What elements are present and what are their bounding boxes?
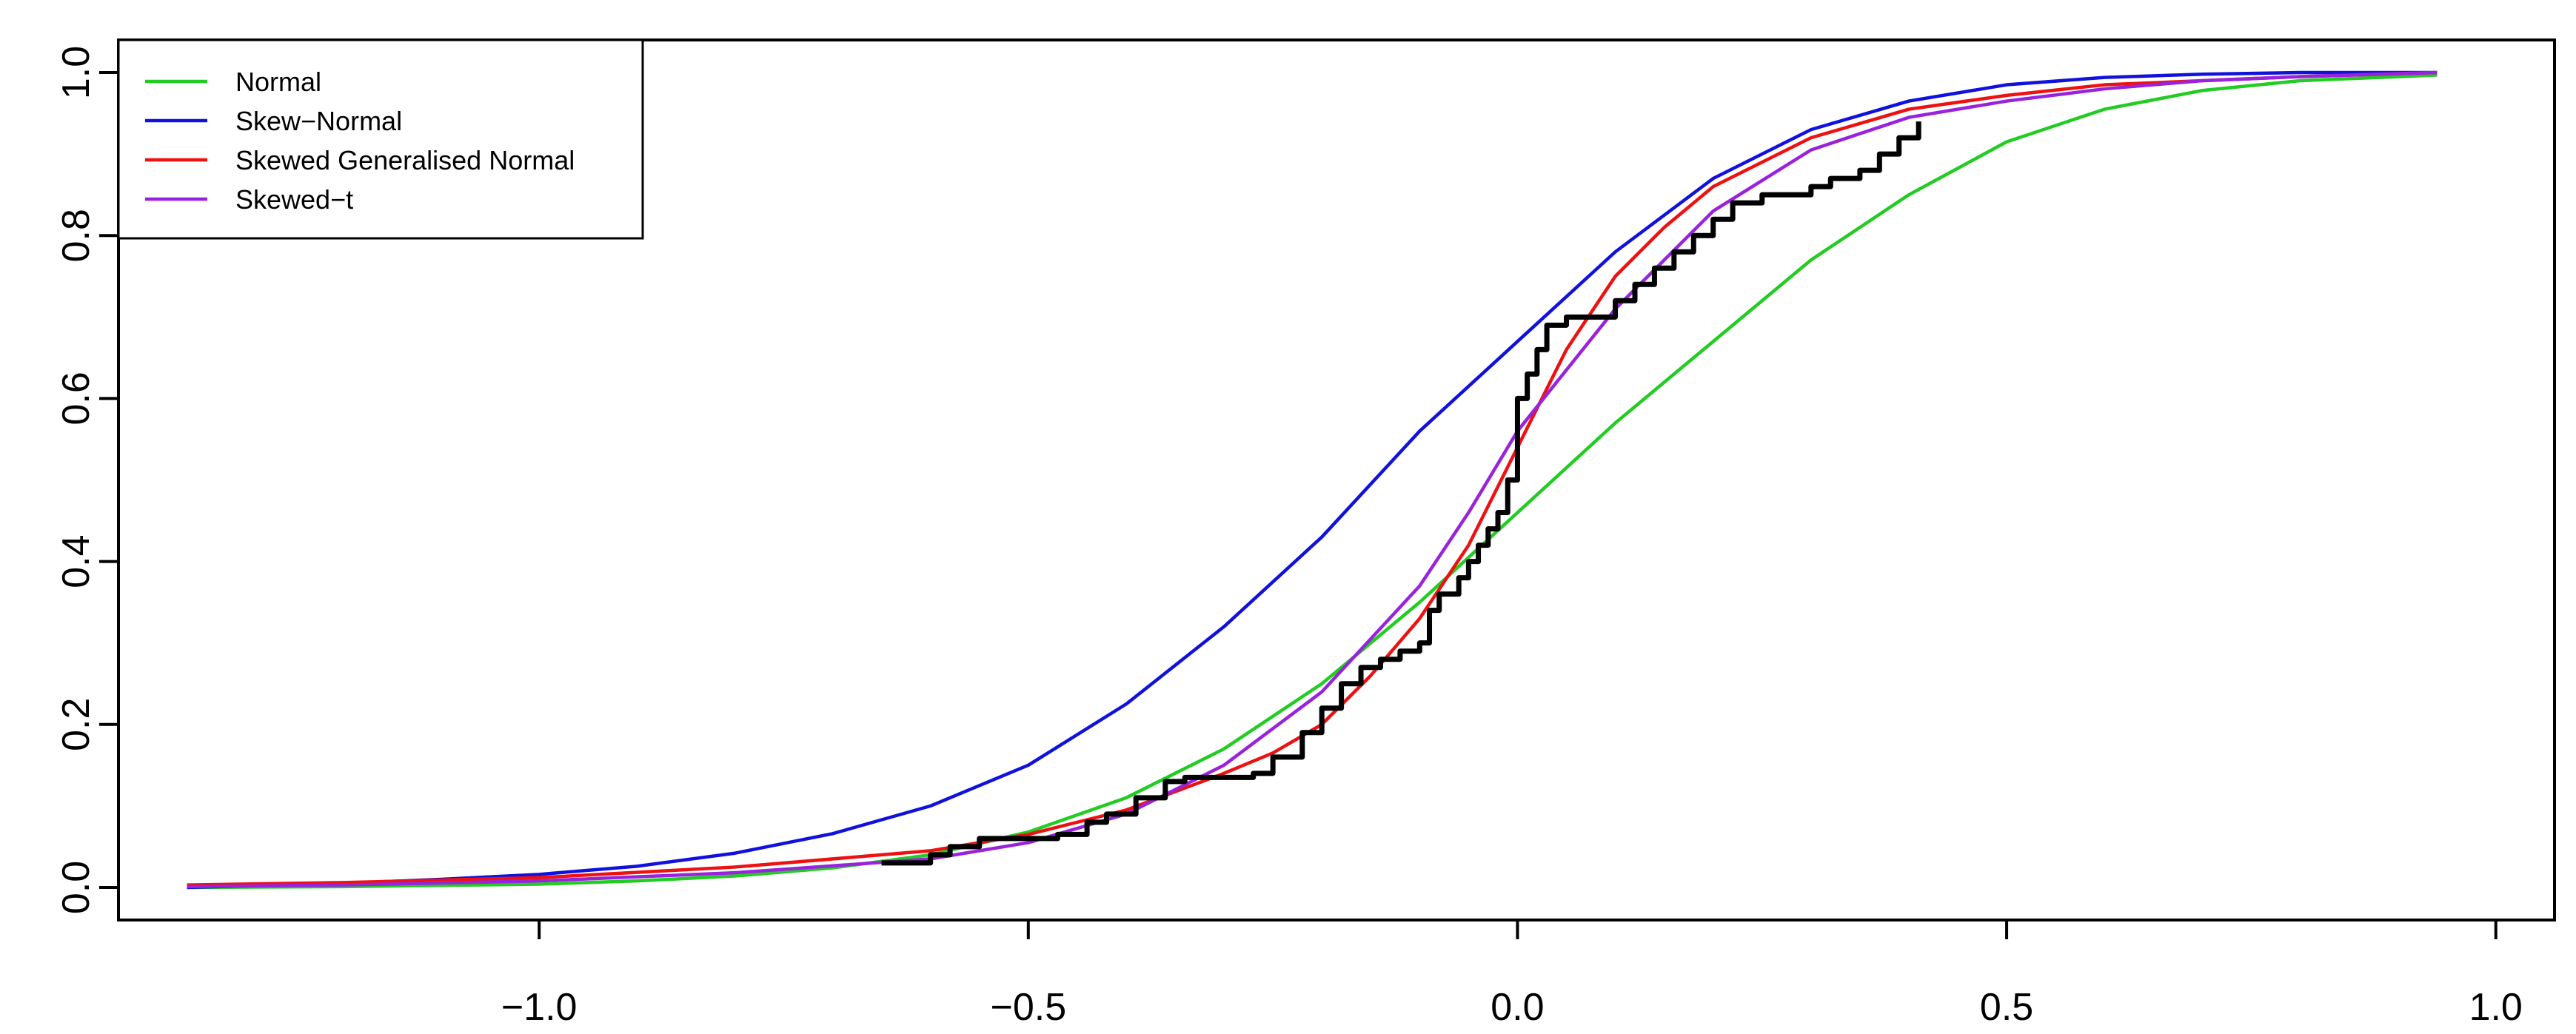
- y-tick-label: 0.4: [55, 534, 98, 588]
- legend-label-skewed-t: Skewed−t: [235, 184, 353, 215]
- y-tick-label: 1.0: [55, 46, 98, 99]
- series-line-empirical-step: [881, 121, 1921, 866]
- series-layer: [187, 70, 2438, 890]
- x-tick-label: −0.5: [990, 986, 1066, 1029]
- series-line-skewed-t: [187, 70, 2438, 889]
- y-tick-label: 0.6: [55, 372, 98, 425]
- x-axis: −1.0 −0.5 0.0 0.5 1.0: [501, 919, 2523, 1029]
- series-line-normal: [187, 73, 2438, 890]
- y-tick-label: 0.0: [55, 861, 98, 914]
- series-line-skewed-generalised-normal: [187, 70, 2438, 887]
- legend-label-normal: Normal: [235, 67, 321, 97]
- y-axis: 0.0 0.2 0.4 0.6 0.8 1.0: [55, 46, 120, 914]
- legend: Normal Skew−Normal Skewed Generalised Norm…: [117, 38, 644, 240]
- x-tick-label: 0.0: [1491, 986, 1544, 1029]
- y-tick-label: 0.8: [55, 209, 98, 262]
- x-tick-label: 1.0: [2469, 986, 2523, 1029]
- legend-label-skew-normal: Skew−Normal: [235, 106, 402, 136]
- x-tick-label: −1.0: [501, 986, 578, 1029]
- x-tick-label: 0.5: [1980, 986, 2033, 1029]
- series-line-skew-normal: [187, 70, 2438, 890]
- legend-box: [117, 38, 644, 240]
- y-tick-label: 0.2: [55, 698, 98, 751]
- legend-label-skewed-generalised-normal: Skewed Generalised Normal: [235, 145, 575, 175]
